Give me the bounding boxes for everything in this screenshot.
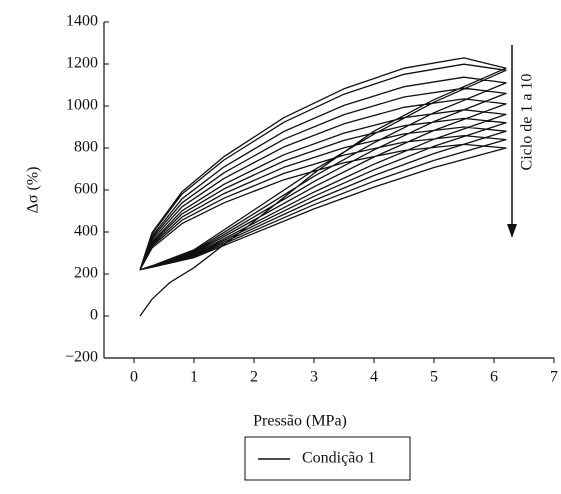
y-tick-label: 200 <box>74 265 98 282</box>
y-tick-label: 1200 <box>66 55 98 72</box>
x-tick-label: 1 <box>190 369 198 386</box>
x-tick-label: 4 <box>370 369 378 386</box>
x-tick-label: 3 <box>310 369 318 386</box>
data-line <box>139 57 507 317</box>
legend-label: Condição 1 <box>302 450 375 467</box>
y-tick-label: 600 <box>74 181 98 198</box>
y-tick-label: 0 <box>90 307 98 324</box>
x-tick-label: 0 <box>130 369 138 386</box>
x-tick-label: 6 <box>490 369 498 386</box>
y-axis-title: Δσ (%) <box>25 167 42 214</box>
legend-box <box>244 436 411 481</box>
arrow-head <box>507 224 517 238</box>
x-tick-label: 7 <box>550 369 558 386</box>
y-tick-label: 1000 <box>66 97 98 114</box>
y-tick-label: 800 <box>74 139 98 156</box>
y-tick-label: −200 <box>65 349 98 366</box>
x-axis-title: Pressão (MPa) <box>253 413 347 430</box>
y-tick-label: 1400 <box>66 13 98 30</box>
x-tick-label: 2 <box>250 369 258 386</box>
annotation: Ciclo de 1 a 10 <box>519 74 536 171</box>
y-tick-label: 400 <box>74 223 98 240</box>
x-tick-label: 5 <box>430 369 438 386</box>
